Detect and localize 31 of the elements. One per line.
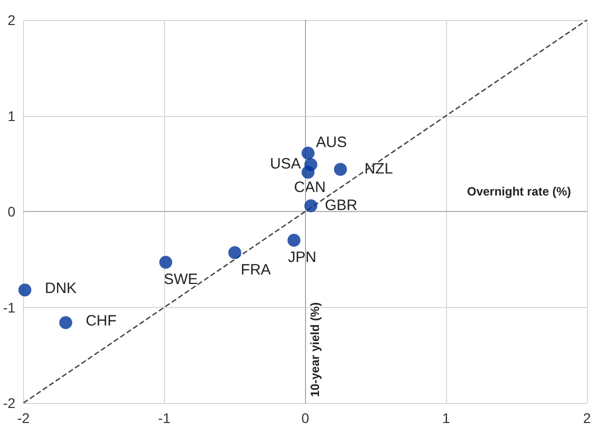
annotation: NZL xyxy=(364,160,393,178)
x-tick-label: 1 xyxy=(442,410,450,425)
annotation: CHF xyxy=(86,312,117,330)
point xyxy=(228,246,242,260)
x-tick-label: -1 xyxy=(158,410,171,425)
annotation: USA xyxy=(270,156,301,173)
x-tick-label: 2 xyxy=(583,410,592,425)
annotation: SWE xyxy=(164,271,198,288)
point xyxy=(302,166,315,179)
y-tick-label: -1 xyxy=(2,299,16,316)
annotation: AUS xyxy=(316,134,347,152)
x-axis-title: Overnight rate (%) xyxy=(467,184,572,198)
y-tick-label: 1 xyxy=(8,108,16,124)
point xyxy=(302,146,315,160)
annotation: FRA xyxy=(240,262,271,279)
y-tick-label: 2 xyxy=(8,12,16,28)
y-tick-label: 0 xyxy=(8,204,16,220)
y-tick-label: -2 xyxy=(2,395,16,411)
annotation: JPN xyxy=(288,249,316,266)
point xyxy=(334,162,347,176)
x-tick-label: -2 xyxy=(17,410,30,425)
annotation: CAN xyxy=(294,179,326,196)
y-axis-title: 10-year yield (%) xyxy=(308,302,322,397)
point xyxy=(287,234,300,247)
point xyxy=(159,256,172,269)
annotation: GBR xyxy=(324,196,358,214)
annotation: DNK xyxy=(44,280,77,298)
point xyxy=(59,316,72,330)
point xyxy=(304,199,318,212)
point xyxy=(18,284,32,297)
x-tick-label: 0 xyxy=(301,410,310,425)
